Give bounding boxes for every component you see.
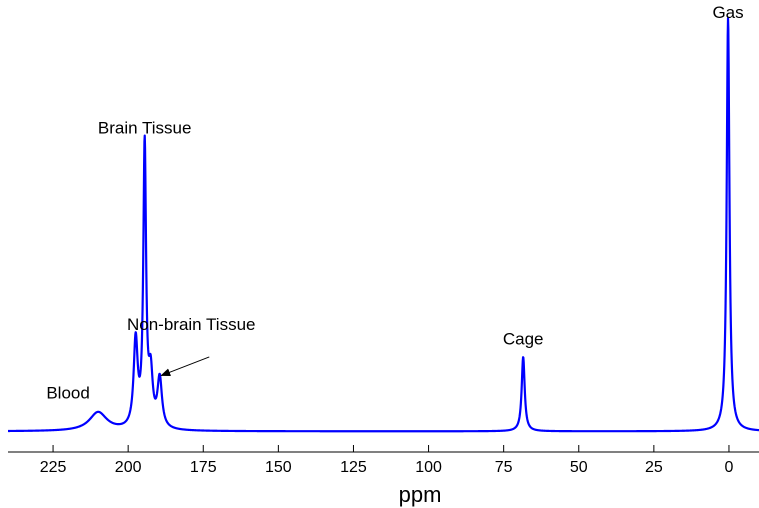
x-tick-label: 25	[645, 459, 663, 476]
spectrum-line	[7, 17, 759, 433]
peak-label-cage: Cage	[503, 330, 544, 349]
x-tick-label: 50	[570, 459, 588, 476]
peak-label-gas: Gas	[712, 3, 743, 22]
peak-label-brain-tissue: Brain Tissue	[98, 119, 192, 138]
x-tick-label: 125	[340, 459, 367, 476]
peak-labels: Gas Brain Tissue Non-brain Tissue Cage Blood	[46, 3, 743, 402]
peak-label-blood: Blood	[46, 383, 89, 402]
x-axis-ticks: 225 200 175 150 125 100 75 50 25 0	[40, 445, 734, 476]
x-tick-label: 200	[115, 459, 142, 476]
x-axis-title: ppm	[399, 482, 442, 507]
x-tick-label: 100	[415, 459, 442, 476]
x-tick-label: 75	[495, 459, 513, 476]
x-tick-label: 0	[725, 459, 734, 476]
annotation-arrow	[160, 356, 210, 377]
x-tick-label: 175	[190, 459, 217, 476]
peak-label-non-brain-tissue: Non-brain Tissue	[127, 315, 256, 334]
x-tick-label: 225	[40, 459, 67, 476]
x-tick-label: 150	[265, 459, 292, 476]
